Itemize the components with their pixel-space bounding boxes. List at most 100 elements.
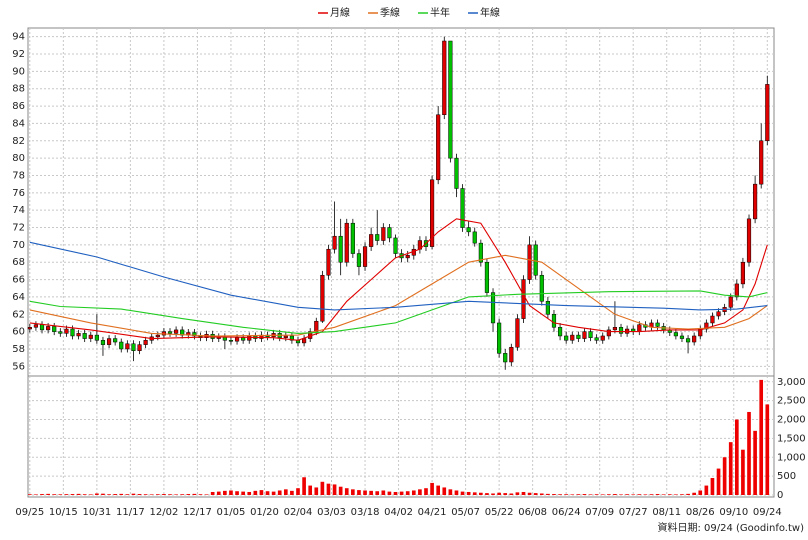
candle-body	[515, 318, 520, 348]
candle-body	[430, 179, 435, 247]
legend-label: 月線	[330, 6, 350, 19]
candle-body	[734, 283, 739, 298]
candle-body	[448, 40, 453, 159]
volume-bar	[76, 493, 81, 495]
volume-bar	[625, 494, 629, 495]
candle-body	[375, 234, 380, 241]
candle-body	[64, 328, 69, 334]
candle-body	[594, 337, 599, 341]
candle-body	[588, 331, 593, 338]
volume-bar	[375, 491, 380, 495]
volume-bar	[667, 494, 672, 495]
volume-bar	[576, 494, 581, 495]
candle-body	[131, 343, 136, 351]
volume-bar	[600, 494, 605, 495]
volume-bar	[661, 494, 666, 495]
volume-bar	[137, 494, 142, 495]
candle-body	[27, 327, 32, 330]
candle-body	[521, 279, 526, 319]
candle-body	[82, 333, 87, 339]
source-note: 資料日期: 09/24 (Goodinfo.tw)	[657, 521, 804, 534]
volume-bar	[533, 493, 538, 495]
candle-body	[283, 335, 288, 338]
volume-bar	[460, 491, 465, 495]
y2-tick-label: 0	[777, 490, 783, 501]
x-tick-label: 01/20	[250, 507, 279, 518]
x-tick-label: 04/21	[418, 507, 447, 518]
candle-body	[545, 301, 550, 315]
candle-body	[442, 40, 447, 116]
volume-bar	[570, 494, 575, 495]
y-tick-label: 84	[12, 118, 25, 129]
volume-bar	[728, 442, 733, 495]
volume-bar	[290, 490, 294, 495]
x-tick-label: 03/03	[317, 507, 346, 518]
candle-body	[106, 338, 112, 345]
y2-tick-label: 1,500	[777, 433, 806, 444]
candle-body	[570, 334, 575, 341]
volume-bar	[448, 489, 453, 495]
volume-bar	[588, 494, 593, 495]
volume-bar	[113, 494, 117, 495]
volume-bar	[582, 494, 587, 495]
y-tick-label: 78	[12, 170, 25, 181]
candle-body	[509, 346, 514, 363]
candle-body	[582, 331, 587, 339]
volume-bar	[436, 485, 441, 495]
volume-bar	[454, 490, 459, 495]
volume-bar	[229, 490, 233, 495]
x-tick-label: 05/22	[485, 507, 514, 518]
volume-bar	[552, 494, 556, 495]
volume-bar	[58, 494, 63, 495]
ma-line	[29, 241, 768, 311]
candle-body	[94, 334, 99, 341]
candle-body	[728, 296, 733, 308]
volume-bar	[186, 494, 191, 495]
volume-bar	[747, 411, 751, 495]
y2-tick-label: 1,000	[777, 452, 806, 463]
volume-bar	[759, 379, 764, 495]
candle-body	[716, 311, 721, 317]
y-tick-label: 92	[12, 49, 25, 60]
candle-body	[503, 353, 508, 363]
volume-bar	[643, 494, 648, 495]
volume-bar	[509, 493, 514, 495]
candle-body	[698, 328, 703, 337]
candle-body	[454, 157, 459, 189]
volume-bar	[265, 491, 270, 495]
volume-bar	[308, 485, 313, 495]
candle-body	[46, 326, 51, 331]
y-tick-label: 94	[12, 32, 25, 43]
candle-body	[685, 338, 691, 343]
legend-label: 季線	[380, 6, 400, 19]
candle-body	[436, 114, 441, 181]
candle-body	[490, 292, 496, 324]
candle-body	[600, 335, 605, 341]
candle-body	[234, 337, 240, 342]
candle-body	[338, 235, 343, 263]
candle-body	[576, 334, 581, 339]
volume-bar	[210, 491, 215, 495]
candle-body	[740, 261, 745, 285]
volume-bar	[485, 493, 489, 495]
volume-bar	[125, 494, 130, 495]
legend-label: 半年	[430, 6, 450, 19]
volume-bar	[320, 481, 325, 495]
volume-bar	[527, 492, 532, 495]
candle-body	[637, 324, 642, 332]
candle-body	[618, 327, 624, 334]
candle-body	[350, 222, 355, 254]
candle-body	[58, 331, 63, 334]
volume-bar	[46, 493, 50, 495]
candle-body	[393, 237, 398, 254]
volume-bar	[95, 493, 99, 495]
volume-bar	[314, 487, 319, 495]
volume-bar	[674, 494, 678, 495]
candle-body	[326, 248, 331, 276]
y-tick-label: 62	[12, 309, 25, 320]
candle-body	[753, 183, 758, 220]
volume-bar	[82, 494, 87, 495]
volume-bar	[734, 419, 739, 495]
x-tick-label: 08/26	[686, 507, 715, 518]
